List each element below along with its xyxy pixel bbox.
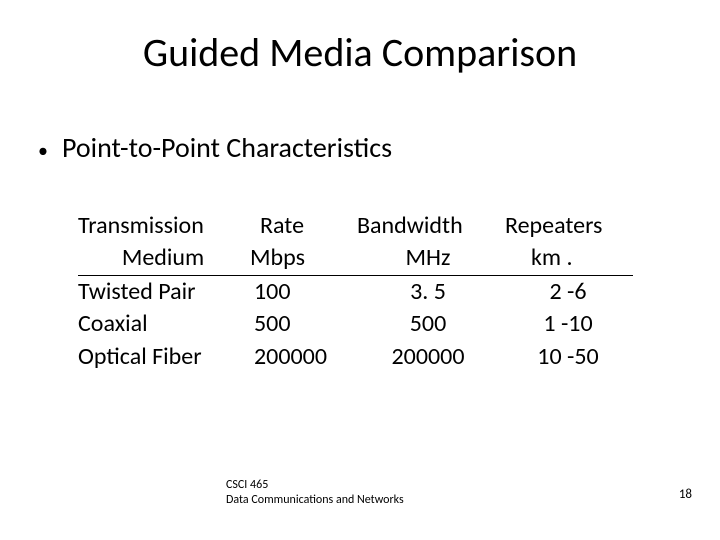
page-number: 18 — [679, 487, 692, 502]
table-cell: 500 — [248, 308, 353, 340]
table-header: km . — [503, 242, 633, 275]
footer: CSCI 465 Data Communications and Network… — [226, 478, 404, 508]
table-cell: 200000 — [353, 341, 503, 373]
table-row: Twisted Pair 100 3. 5 2 -6 — [78, 276, 633, 308]
table-header-row-1: Transmission Rate Bandwidth Repeaters — [78, 210, 633, 242]
table-header: MHz — [353, 242, 503, 275]
table-cell: Optical Fiber — [78, 341, 248, 373]
table-cell: 2 -6 — [503, 276, 633, 308]
table-row: Coaxial 500 500 1 -10 — [78, 308, 633, 340]
table-header-row-2: Medium Mbps MHz km . — [78, 242, 633, 275]
table-cell: 10 -50 — [503, 341, 633, 373]
table-cell: Twisted Pair — [78, 276, 248, 308]
table-row: Optical Fiber 200000 200000 10 -50 — [78, 341, 633, 373]
footer-line-2: Data Communications and Networks — [226, 493, 404, 508]
table-cell: 200000 — [248, 341, 353, 373]
table-cell: 500 — [353, 308, 503, 340]
table-cell: 3. 5 — [353, 276, 503, 308]
table-header: Rate — [248, 210, 353, 242]
bullet-item: • Point-to-Point Characteristics — [38, 130, 392, 165]
table-header: Transmission — [78, 210, 248, 242]
table-cell: Coaxial — [78, 308, 248, 340]
bullet-dot-icon: • — [38, 137, 48, 165]
table-header: Medium — [78, 242, 248, 275]
bullet-text: Point-to-Point Characteristics — [62, 130, 392, 165]
table-header: Bandwidth — [353, 210, 503, 242]
slide-title: Guided Media Comparison — [0, 28, 720, 77]
table-header: Mbps — [248, 242, 353, 275]
table-header: Repeaters — [503, 210, 633, 242]
table-cell: 100 — [248, 276, 353, 308]
slide: Guided Media Comparison • Point-to-Point… — [0, 0, 720, 540]
footer-line-1: CSCI 465 — [226, 478, 404, 493]
table-cell: 1 -10 — [503, 308, 633, 340]
comparison-table: Transmission Rate Bandwidth Repeaters Me… — [78, 210, 633, 373]
